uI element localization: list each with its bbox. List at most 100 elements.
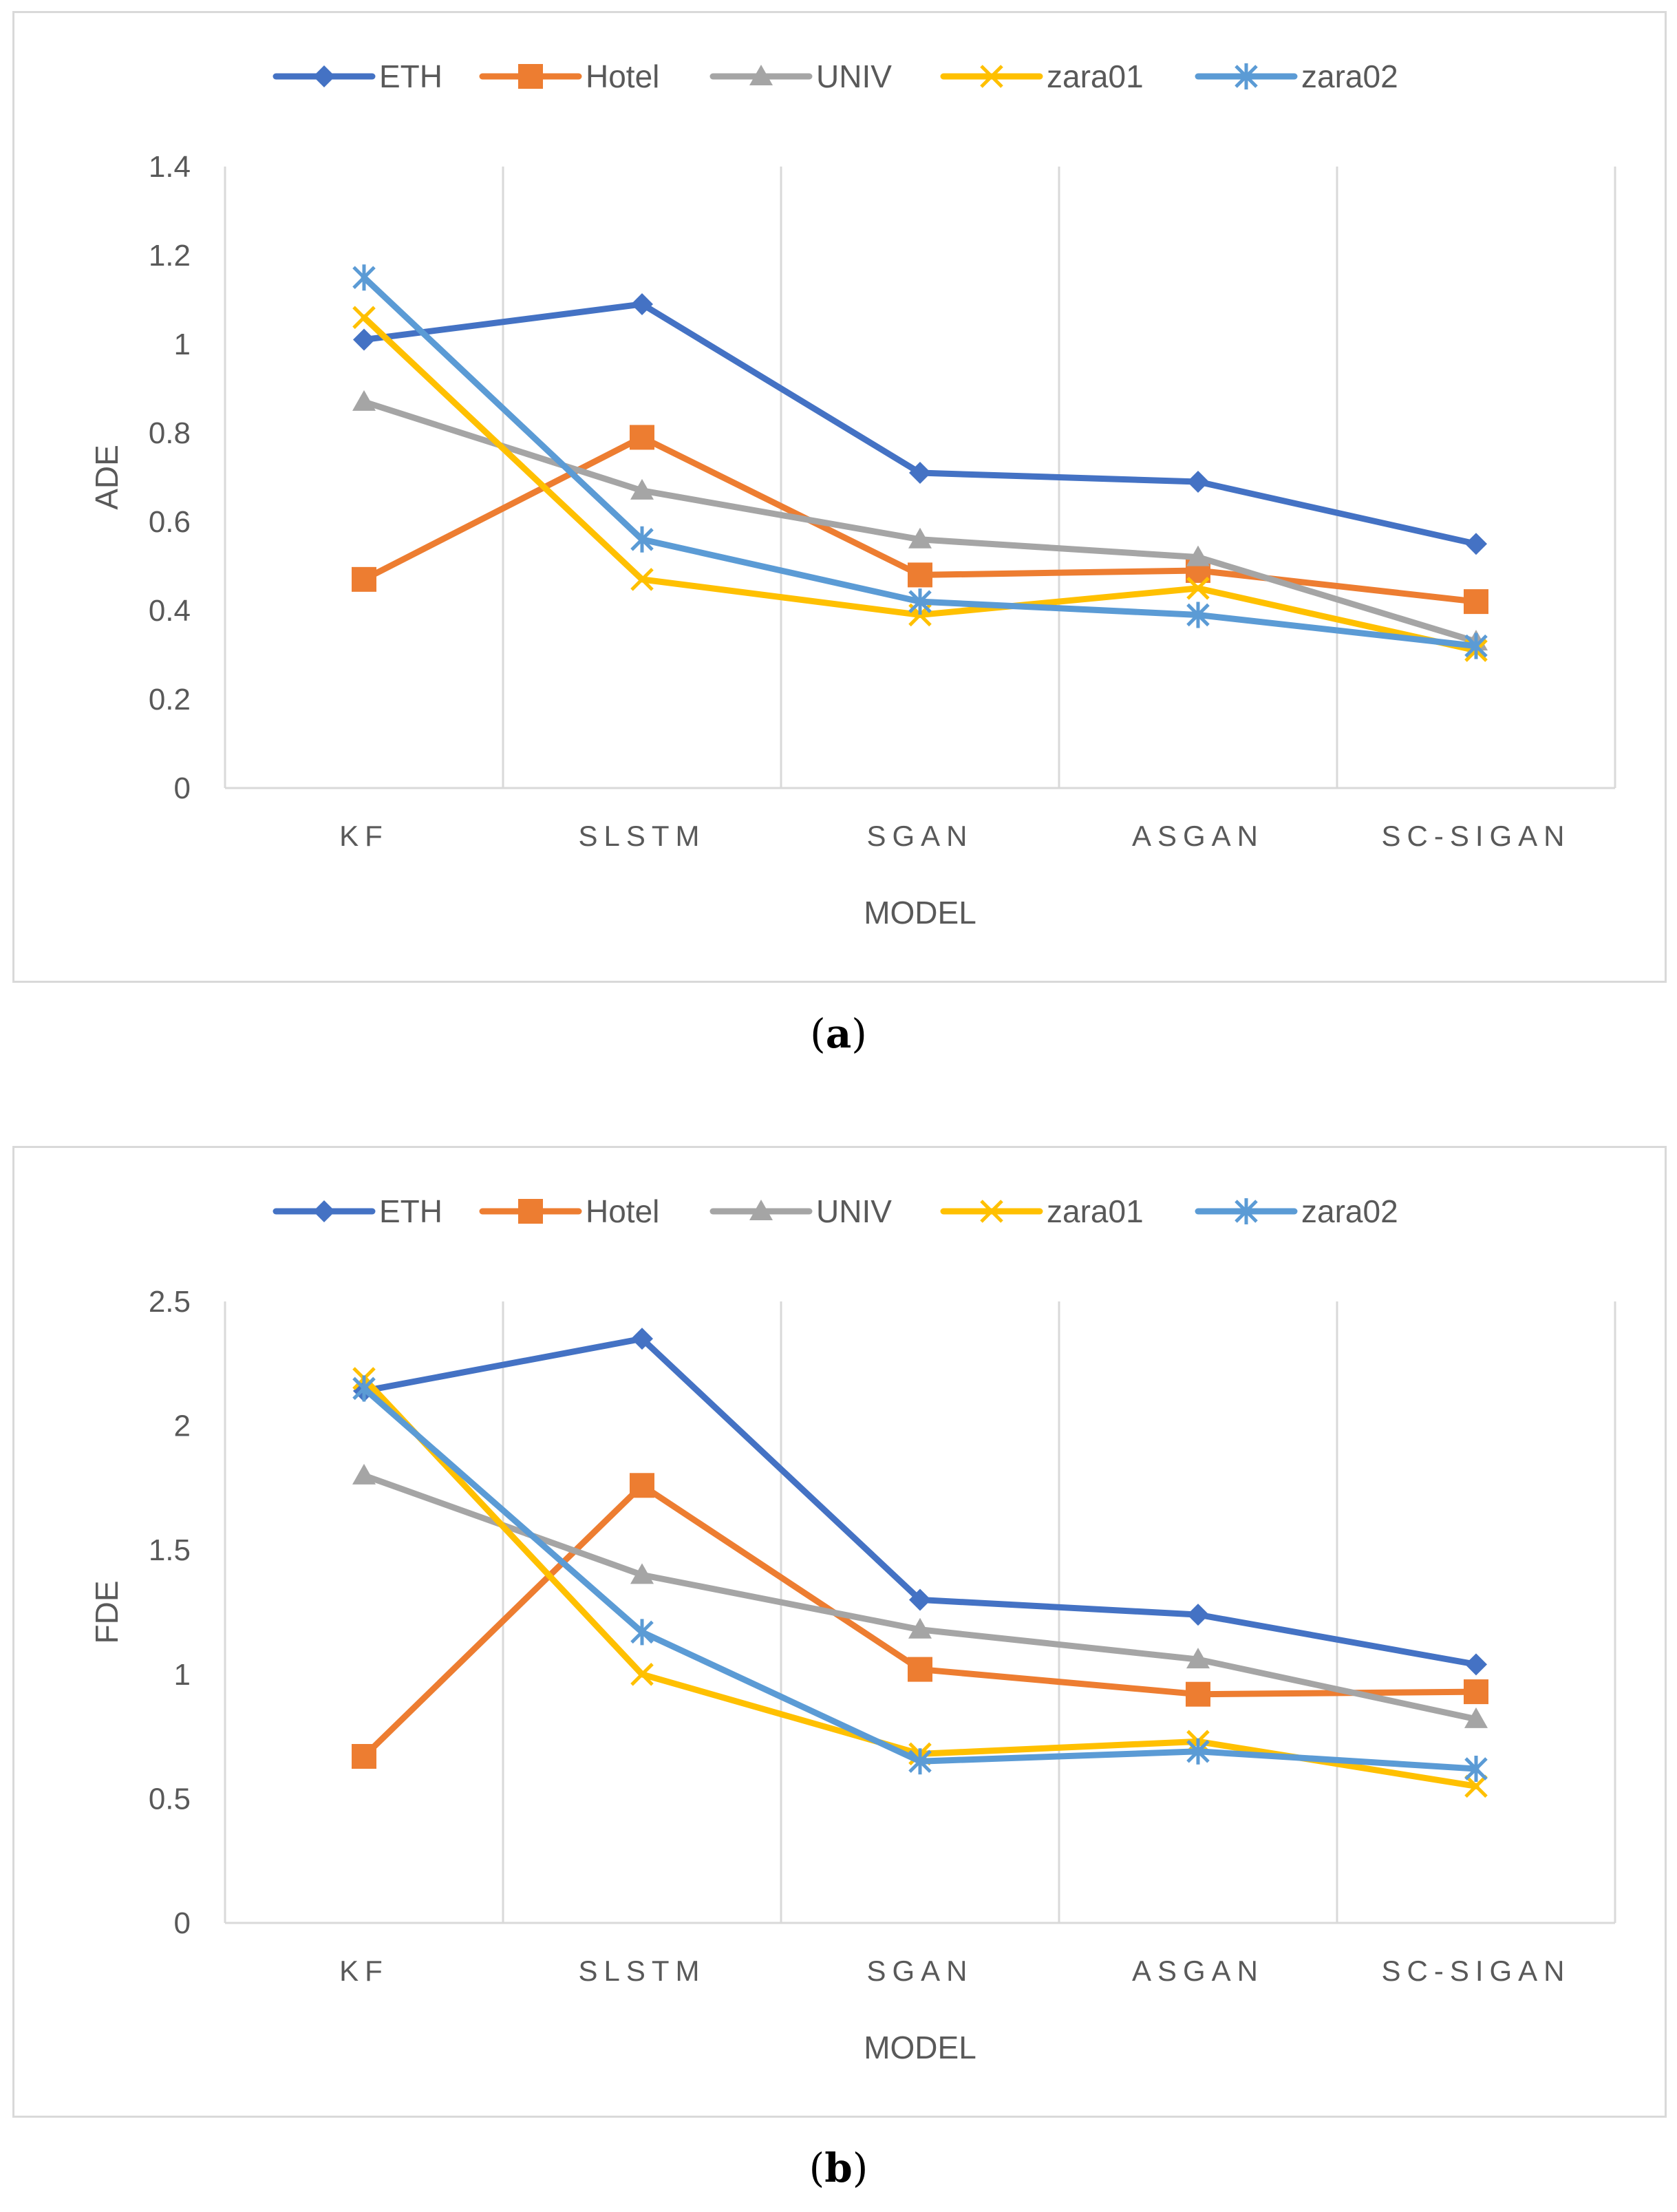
- fde-point-zara02-slstm: [630, 1619, 654, 1646]
- ade-point-zara02-slstm: [630, 526, 654, 553]
- ade-point-hotel-kf: [352, 566, 376, 592]
- fde-ytick-label: 0.5: [149, 1782, 191, 1816]
- fde-point-zara01-slstm: [630, 1663, 654, 1686]
- ade-point-zara02-asgan: [1186, 602, 1210, 628]
- ade-legend-item-zara02: zara02: [1195, 59, 1398, 94]
- fde-xtick-label-kf: KF: [339, 1955, 389, 1987]
- ade-point-eth-asgan: [1187, 470, 1209, 493]
- fde-line-chart: 0 0.5 1 1.5 2 2.5 KF SLSTM SGAN ASGAN SC-SIGAN MODE…: [89, 1193, 1616, 2065]
- fde-legend-marker-hotel: [518, 1199, 543, 1224]
- fde-point-hotel-sgan: [908, 1657, 932, 1682]
- fde-legend-item-zara02: zara02: [1195, 1193, 1398, 1229]
- ade-legend-label-zara01: zara01: [1047, 59, 1144, 94]
- fde-point-eth-sgan: [909, 1588, 931, 1611]
- ade-legend-item-zara01: zara01: [940, 59, 1144, 94]
- ade-point-hotel-slstm: [630, 425, 654, 450]
- fde-series-zara02: [352, 1375, 1488, 1783]
- fde-point-hotel-kf: [352, 1743, 376, 1769]
- fde-point-zara02-kf: [352, 1375, 376, 1402]
- fde-series-line-eth: [361, 1335, 1480, 1668]
- ade-xtick-label-slstm: SLSTM: [578, 820, 705, 852]
- fde-xtick-label-slstm: SLSTM: [578, 1955, 705, 1987]
- caption-b: (b): [809, 2145, 868, 2191]
- ade-line-chart: 0 0.2 0.4 0.6 0.8 1 1.2 1.4 KF SLSTM SGAN ASGAN SC-S…: [89, 59, 1616, 930]
- ade-legend-label-zara02: zara02: [1301, 59, 1398, 94]
- fde-legend-label-zara02: zara02: [1301, 1193, 1398, 1229]
- ade-legend-marker-zara01: [980, 65, 1003, 88]
- chart-panel-ade: 0 0.2 0.4 0.6 0.8 1 1.2 1.4 KF SLSTM SGAN ASGAN SC-S…: [12, 11, 1667, 983]
- ade-legend-item-univ: UNIV: [709, 59, 892, 94]
- fde-point-univ-asgan: [1186, 1648, 1210, 1669]
- ade-legend-item-hotel: Hotel: [479, 59, 659, 94]
- ade-ytick-label: 1.4: [149, 150, 191, 184]
- ade-legend-item-eth: ETH: [273, 59, 442, 94]
- fde-legend-label-zara01: zara01: [1047, 1193, 1144, 1229]
- ade-point-hotel-sc-sigan: [1464, 589, 1488, 615]
- ade-ytick-label: 0.6: [149, 505, 191, 539]
- ade-point-zara01-slstm: [630, 568, 654, 591]
- ade-legend-marker-zara02: [1235, 63, 1258, 89]
- chart-panel-fde: 0 0.5 1 1.5 2 2.5 KF SLSTM SGAN ASGAN SC-SIGAN MODE…: [12, 1146, 1667, 2118]
- fde-x-axis-title: MODEL: [864, 2030, 976, 2065]
- fde-point-univ-slstm: [630, 1563, 654, 1584]
- ade-series-line-eth: [361, 301, 1480, 547]
- fde-point-hotel-slstm: [630, 1473, 654, 1498]
- ade-point-zara01-asgan: [1186, 576, 1210, 600]
- fde-ytick-label: 2.5: [149, 1285, 191, 1319]
- fde-legend-item-zara01: zara01: [940, 1193, 1144, 1229]
- fde-legend-marker-univ: [749, 1200, 773, 1220]
- ade-point-univ-asgan: [1186, 545, 1210, 566]
- fde-legend-marker-zara01: [980, 1200, 1003, 1223]
- ade-point-univ-sgan: [908, 527, 932, 549]
- fde-point-zara02-asgan: [1186, 1738, 1210, 1765]
- fde-point-univ-kf: [352, 1463, 376, 1485]
- fde-y-axis-title: FDE: [89, 1581, 125, 1644]
- fde-ytick-label: 2: [174, 1410, 191, 1443]
- fde-series-line-zara01: [361, 1375, 1480, 1789]
- ade-series-zara02: [352, 264, 1488, 659]
- fde-series-univ: [352, 1463, 1488, 1728]
- ade-point-eth-sgan: [909, 462, 931, 485]
- ade-xtick-label-sgan: SGAN: [866, 820, 973, 852]
- fde-legend-label-eth: ETH: [379, 1193, 442, 1229]
- fde-legend-label-univ: UNIV: [816, 1193, 892, 1229]
- fde-legend-marker-eth: [313, 1200, 335, 1222]
- ade-x-axis-title: MODEL: [864, 895, 976, 930]
- ade-xtick-label-asgan: ASGAN: [1132, 820, 1264, 852]
- ade-point-zara02-kf: [352, 264, 376, 291]
- ade-point-zara01-kf: [352, 306, 376, 330]
- ade-ytick-label: 1.2: [149, 239, 191, 273]
- ade-ytick-label: 0: [174, 772, 191, 805]
- fde-point-hotel-asgan: [1186, 1681, 1210, 1707]
- ade-series-univ: [352, 390, 1488, 651]
- ade-legend-label-hotel: Hotel: [586, 59, 659, 94]
- fde-point-zara01-sc-sigan: [1464, 1774, 1488, 1798]
- fde-point-zara02-sgan: [908, 1748, 932, 1775]
- ade-y-axis-title: ADE: [89, 445, 125, 510]
- ade-point-zara02-sc-sigan: [1464, 632, 1488, 659]
- fde-series-eth: [353, 1328, 1487, 1676]
- fde-legend-item-univ: UNIV: [709, 1193, 892, 1229]
- ade-series-hotel: [352, 425, 1488, 615]
- fde-point-zara02-sc-sigan: [1464, 1756, 1488, 1783]
- ade-point-univ-slstm: [630, 478, 654, 500]
- ade-point-eth-slstm: [631, 293, 653, 315]
- ade-xtick-label-kf: KF: [339, 820, 389, 852]
- ade-series-eth: [353, 293, 1487, 555]
- ade-ytick-label: 0.8: [149, 416, 191, 450]
- fde-series-zara01: [352, 1367, 1488, 1798]
- ade-ytick-label: 0.2: [149, 683, 191, 716]
- fde-point-eth-slstm: [631, 1328, 653, 1350]
- fde-point-eth-sc-sigan: [1465, 1653, 1487, 1676]
- ade-point-eth-kf: [353, 328, 375, 351]
- ade-ytick-label: 1: [174, 328, 191, 361]
- fde-legend-item-hotel: Hotel: [479, 1193, 659, 1229]
- ade-legend-marker-univ: [749, 65, 773, 85]
- fde-xtick-label-sc-sigan: SC-SIGAN: [1381, 1955, 1570, 1987]
- caption-a: (a): [810, 1010, 867, 1057]
- fde-point-univ-sgan: [908, 1617, 932, 1639]
- caption-b-letter: b: [824, 2145, 853, 2191]
- ade-legend-marker-hotel: [518, 64, 543, 89]
- ade-legend-label-univ: UNIV: [816, 59, 892, 94]
- fde-point-eth-asgan: [1187, 1604, 1209, 1626]
